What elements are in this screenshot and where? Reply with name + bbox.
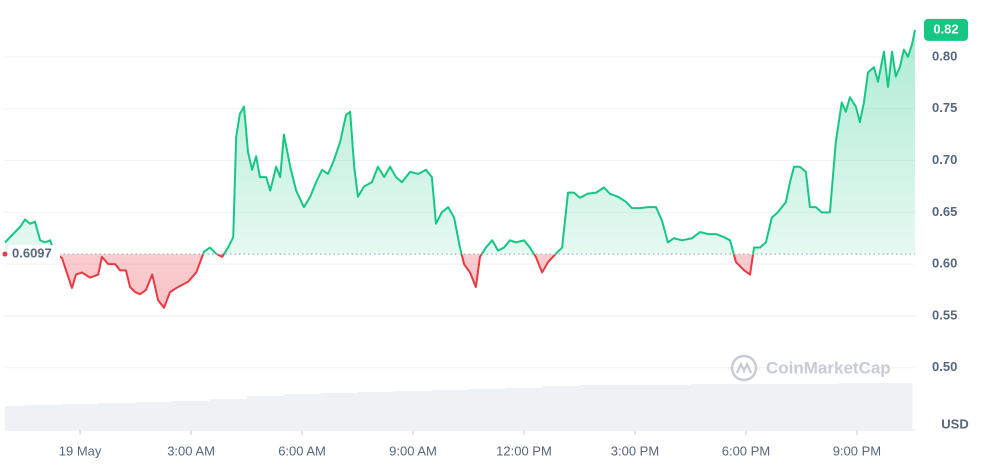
- x-tick-label: 3:00 PM: [611, 443, 659, 458]
- x-tick-label: 12:00 PM: [496, 443, 552, 458]
- currency-label: USD: [941, 416, 968, 431]
- volume-bar: [838, 383, 876, 430]
- volume-bar: [542, 386, 580, 430]
- volume-bar: [24, 405, 62, 430]
- y-tick-label: 0.60: [932, 256, 957, 271]
- volume-bar: [690, 384, 728, 430]
- volume-bar: [61, 404, 99, 430]
- volume-bar: [98, 403, 136, 430]
- y-tick-label: 0.75: [932, 100, 957, 115]
- volume-bar: [727, 384, 765, 430]
- y-tick-label: 0.65: [932, 204, 957, 219]
- x-tick-label: 9:00 AM: [389, 443, 437, 458]
- volume-bar: [394, 391, 432, 430]
- volume-bar: [246, 396, 284, 430]
- volume-bar: [505, 388, 543, 430]
- area-down: [55, 254, 754, 308]
- volume-bar: [431, 390, 469, 430]
- watermark-text: CoinMarketCap: [766, 358, 891, 377]
- volume-bar: [172, 401, 210, 430]
- y-tick-label: 0.70: [932, 152, 957, 167]
- x-tick-label: 6:00 PM: [722, 443, 770, 458]
- current-badge: [924, 18, 968, 41]
- volume-bar: [653, 385, 691, 430]
- volume-bar: [579, 385, 617, 430]
- x-tick-label: 9:00 PM: [833, 443, 881, 458]
- volume-bar: [468, 389, 506, 430]
- volume-bar: [5, 406, 25, 430]
- volume-bar: [320, 393, 358, 430]
- volume-bar: [283, 394, 321, 430]
- y-tick-label: 0.50: [932, 359, 957, 374]
- current-label: 0.82: [933, 21, 958, 36]
- volume-bar: [135, 402, 173, 430]
- x-tick-label: 3:00 AM: [167, 443, 215, 458]
- price-line-down: [53, 254, 755, 309]
- price-line-up: [4, 29, 916, 255]
- y-tick-label: 0.80: [932, 48, 957, 63]
- volume-bar: [357, 392, 395, 430]
- volume-bar: [875, 383, 913, 430]
- volume-bar: [616, 385, 654, 430]
- watermark-logo-mark: [735, 361, 753, 374]
- volume-bar: [209, 399, 247, 430]
- x-tick-label: 19 May: [59, 443, 102, 458]
- baseline-label-bg: [8, 245, 60, 264]
- watermark-logo: [730, 354, 758, 382]
- x-tick-label: 6:00 AM: [278, 443, 326, 458]
- volume-bar: [801, 384, 839, 430]
- baseline-label: 0.6097: [12, 246, 52, 261]
- y-tick-label: 0.55: [932, 307, 957, 322]
- volume-bar: [764, 384, 802, 430]
- area-up: [5, 29, 915, 255]
- baseline-dot: [2, 251, 8, 257]
- watermark: CoinMarketCap: [730, 354, 891, 382]
